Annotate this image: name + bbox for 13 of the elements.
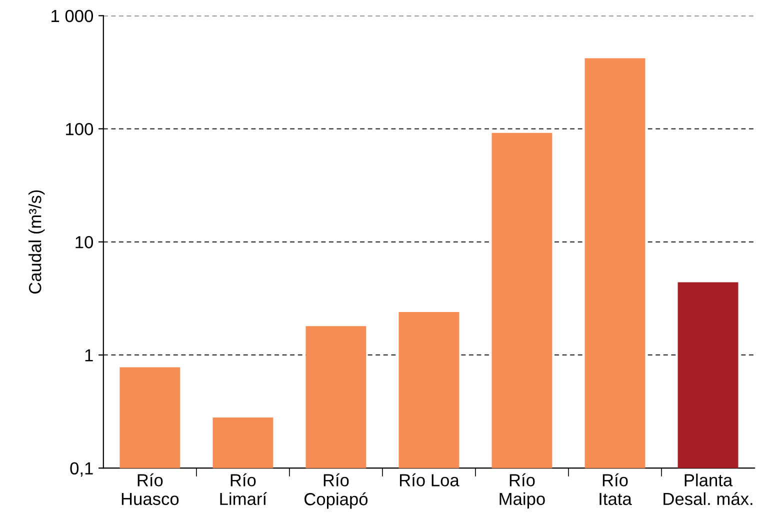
y-tick-label: 100 — [66, 122, 94, 136]
x-tick-label: Río Maipo — [500, 473, 545, 509]
y-tick-label: 10 — [76, 236, 94, 248]
x-tick-label: Río Itata — [600, 473, 632, 506]
x-tick-label: Río Limarí — [220, 473, 267, 506]
y-tick-label: 1 — [85, 349, 93, 362]
x-tick-label: Río Loa — [400, 473, 460, 486]
y-tick-label: 1 000 — [52, 10, 94, 22]
x-tick-label: Río Huasco — [122, 473, 179, 506]
y-axis-title: Caudal (m³/s) — [28, 190, 45, 294]
x-tick-label: Planta Desal. máx. — [664, 474, 752, 506]
y-tick-label: 0,1 — [70, 462, 93, 477]
x-tick-label: Río Copiapó — [304, 473, 368, 509]
